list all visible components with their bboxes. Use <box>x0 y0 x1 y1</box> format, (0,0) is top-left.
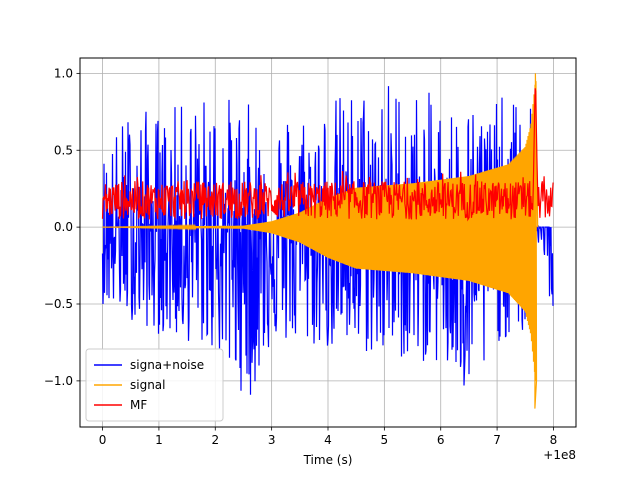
y-tick-label: 1.0 <box>54 66 73 80</box>
x-tick-label: 1 <box>155 433 163 447</box>
x-tick-label: 0 <box>99 433 107 447</box>
series-line-mf <box>101 88 554 222</box>
y-axis: −1.0 −0.5 0.0 0.5 1.0 <box>44 66 80 388</box>
y-tick-label: −0.5 <box>44 297 73 311</box>
traces <box>101 73 554 409</box>
x-tick-label: 5 <box>381 433 389 447</box>
legend-box <box>85 348 224 422</box>
x-axis: 0 1 2 3 4 5 6 7 8 <box>99 427 558 447</box>
x-axis-title: Time (s) <box>303 453 353 467</box>
x-tick-label: 7 <box>493 433 501 447</box>
x-tick-label: 2 <box>211 433 219 447</box>
x-tick-label: 6 <box>437 433 445 447</box>
y-tick-label: −1.0 <box>44 374 73 388</box>
legend-label: MF <box>130 398 147 412</box>
y-tick-label: 0.5 <box>54 143 73 157</box>
y-tick-label: 0.0 <box>54 220 73 234</box>
x-tick-label: 8 <box>550 433 558 447</box>
series-line-signal <box>102 73 539 409</box>
legend-label: signa+noise <box>130 358 204 372</box>
x-axis-offset-label: +1e8 <box>543 448 576 462</box>
legend: signa+noise signal MF <box>85 348 224 422</box>
x-tick-label: 4 <box>324 433 332 447</box>
legend-label: signal <box>130 378 166 392</box>
x-tick-label: 3 <box>268 433 276 447</box>
